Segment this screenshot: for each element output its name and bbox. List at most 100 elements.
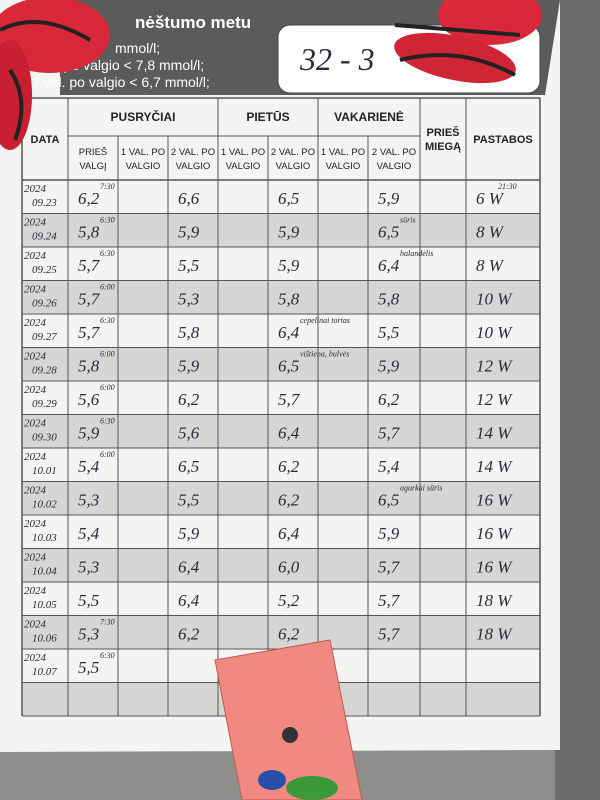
cell-value: 5,7 xyxy=(278,390,301,409)
cell-value: 5,9 xyxy=(178,524,200,543)
cell-value: 5,3 xyxy=(178,290,199,309)
date: 2024 xyxy=(24,585,47,597)
header-line: mmol/l; xyxy=(115,40,160,56)
cell-note: 6:30 xyxy=(100,249,115,258)
cell-value: 5,4 xyxy=(378,457,400,476)
cell-value: 6,4 xyxy=(278,323,300,342)
date: 09.25 xyxy=(32,264,57,276)
cell-value: 6,0 xyxy=(278,558,300,577)
cell-note: vištiena, bulvės xyxy=(300,350,349,359)
cell-note: 6:00 xyxy=(100,383,115,392)
cell-note: 6:00 xyxy=(100,283,115,292)
date: 09.27 xyxy=(32,331,57,343)
column-header: MIEGĄ xyxy=(425,141,461,153)
date: 2024 xyxy=(24,652,47,664)
cell-value: 5,8 xyxy=(78,223,100,242)
date: 10.05 xyxy=(32,599,57,611)
cell-note: balandėlis xyxy=(400,249,433,258)
cell-value: 6,4 xyxy=(278,524,300,543)
cell-value: 5,5 xyxy=(78,658,99,677)
date: 2024 xyxy=(24,619,47,631)
cell-value: 5,8 xyxy=(178,323,200,342)
cell-value: 5,5 xyxy=(378,323,399,342)
cell-value: 5,9 xyxy=(378,189,400,208)
magnet xyxy=(214,639,363,800)
date: 10.07 xyxy=(32,666,57,678)
cell-value: 6,2 xyxy=(178,390,200,409)
wing xyxy=(0,0,110,73)
column-header: DATA xyxy=(31,134,60,146)
cell-note: 6:30 xyxy=(100,316,115,325)
table: PUSRYČIAI PIETŪS VAKARIENĖ DATA PRIEŠ VALGĮ 1 … xyxy=(21,97,541,717)
cell-value: 6,5 xyxy=(278,357,299,376)
cell-value: 14 W xyxy=(476,457,513,476)
cell-value: 12 W xyxy=(476,390,513,409)
row-shade xyxy=(22,481,540,515)
cell-value: 8 W xyxy=(476,223,505,242)
date: 2024 xyxy=(24,518,47,530)
cell-value: 5,9 xyxy=(178,357,200,376)
cell-value: 5,8 xyxy=(278,290,300,309)
cell-value: 5,7 xyxy=(378,625,401,644)
row-shade xyxy=(22,213,540,247)
cell-value: 6,2 xyxy=(178,625,200,644)
header-title: nėštumo metu xyxy=(135,13,251,32)
wing xyxy=(394,32,516,84)
cell-value: 5,6 xyxy=(178,424,200,443)
cell-value: 5,7 xyxy=(378,591,401,610)
cell-value: 6,2 xyxy=(378,390,400,409)
cell-note: agurkai sūris xyxy=(400,484,442,493)
row-shade xyxy=(22,615,540,649)
date: 2024 xyxy=(24,418,47,430)
date: 2024 xyxy=(24,384,47,396)
date: 09.28 xyxy=(32,365,57,377)
column-header: PRIEŠ xyxy=(426,126,459,139)
cell-value: 6,5 xyxy=(278,189,299,208)
magnet-hole xyxy=(282,727,298,743)
date: 2024 xyxy=(24,284,47,296)
column-header: VALGIO xyxy=(326,161,361,172)
date: 2024 xyxy=(24,250,47,262)
date: 09.30 xyxy=(32,432,57,444)
magnet-body xyxy=(214,639,363,800)
date: 2024 xyxy=(24,183,47,195)
cell-value: 6,2 xyxy=(278,625,300,644)
date: 2024 xyxy=(24,451,47,463)
butterfly-right xyxy=(394,0,542,84)
cell-value: 5,4 xyxy=(78,524,100,543)
cell-value: 6,2 xyxy=(278,491,300,510)
date: 2024 xyxy=(24,317,47,329)
cell-note: 7:30 xyxy=(100,182,115,191)
group-header: VAKARIENĖ xyxy=(334,109,404,124)
cell-value: 10 W xyxy=(476,290,513,309)
group-header: PUSRYČIAI xyxy=(111,109,176,124)
cell-value: 5,9 xyxy=(378,357,400,376)
date: 10.01 xyxy=(32,465,57,477)
cell-value: 12 W xyxy=(476,357,513,376)
cell-value: 6,5 xyxy=(378,223,399,242)
cell-value: 5,9 xyxy=(78,424,100,443)
cell-value: 5,9 xyxy=(178,223,200,242)
row-shade xyxy=(22,548,540,582)
cell-note: 6:00 xyxy=(100,350,115,359)
cell-value: 6,5 xyxy=(378,491,399,510)
date: 10.02 xyxy=(32,499,57,511)
fridge-edge xyxy=(555,0,600,800)
cell-value: 18 W xyxy=(476,591,513,610)
date: 09.24 xyxy=(32,231,57,243)
cell-value: 6,5 xyxy=(178,457,199,476)
column-header: 1 VAL. PO xyxy=(121,147,165,158)
cell-value: 5,7 xyxy=(378,424,401,443)
cell-value: 6,2 xyxy=(78,189,100,208)
cell-value: 5,7 xyxy=(378,558,401,577)
cell-value: 5,3 xyxy=(78,558,99,577)
column-header: 1 VAL. PO xyxy=(321,147,365,158)
cell-value: 16 W xyxy=(476,491,513,510)
column-header: VALGIO xyxy=(126,161,161,172)
column-header: 2 VAL. PO xyxy=(171,147,215,158)
cell-value: 5,9 xyxy=(278,223,300,242)
cell-value: 5,3 xyxy=(78,625,99,644)
cell-value: 5,9 xyxy=(378,524,400,543)
cell-value: 14 W xyxy=(476,424,513,443)
